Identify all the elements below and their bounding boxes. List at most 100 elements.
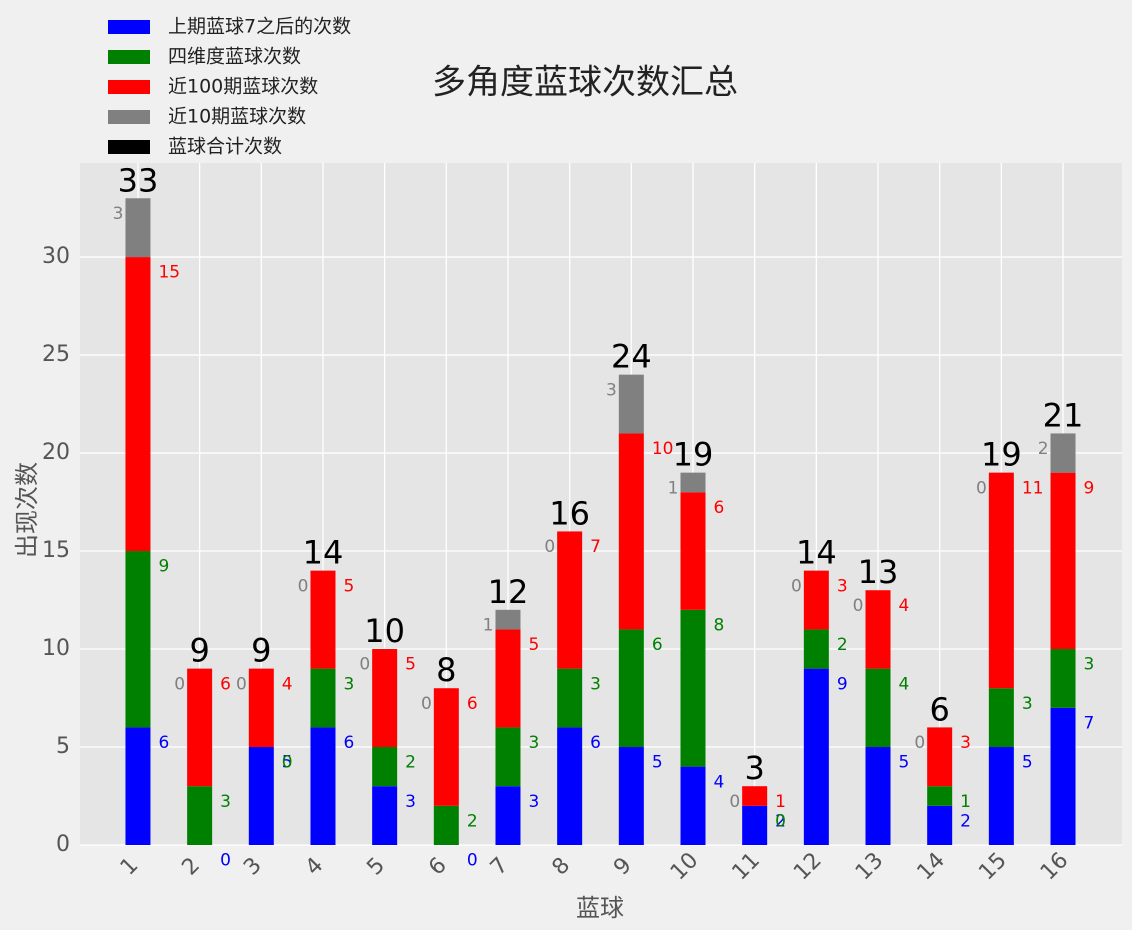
data-label: 0	[853, 596, 864, 616]
data-label: 5	[652, 753, 663, 773]
total-label: 19	[673, 436, 714, 474]
total-label: 13	[858, 553, 899, 591]
bar-segment	[495, 727, 521, 787]
y-axis-label: 出现次数	[13, 462, 41, 558]
y-tick-label: 10	[42, 636, 70, 661]
data-label: 15	[158, 263, 180, 283]
legend-label: 近100期蓝球次数	[168, 76, 318, 98]
bar-segment	[865, 668, 891, 748]
legend-swatch	[108, 50, 150, 64]
bar-segment	[927, 786, 953, 806]
data-label: 0	[791, 576, 802, 596]
data-label: 3	[220, 792, 231, 812]
total-label: 12	[488, 573, 529, 611]
bar-segment	[988, 688, 1014, 748]
bar-segment	[495, 609, 521, 630]
legend-swatch	[108, 110, 150, 124]
total-label: 14	[796, 534, 837, 572]
data-label: 6	[158, 733, 169, 753]
bar-segment	[372, 786, 398, 845]
data-label: 3	[1022, 694, 1033, 714]
data-label: 8	[713, 616, 724, 636]
total-label: 16	[549, 494, 590, 532]
total-label: 24	[611, 338, 652, 376]
bar-segment	[187, 786, 213, 845]
data-label: 0	[359, 655, 370, 675]
data-label: 0	[976, 478, 987, 498]
bar-segment	[125, 257, 151, 552]
bar-segment	[248, 747, 274, 845]
bar-segment	[618, 629, 644, 748]
bar-segment	[803, 668, 829, 845]
data-label: 4	[282, 674, 293, 694]
data-label: 4	[713, 772, 724, 792]
data-label: 3	[528, 733, 539, 753]
data-label: 4	[899, 674, 910, 694]
data-label: 1	[775, 792, 786, 812]
bar-segment	[927, 727, 953, 787]
data-label: 0	[914, 733, 925, 753]
legend-label: 四维度蓝球次数	[168, 46, 301, 68]
data-label: 7	[590, 537, 601, 557]
bar-segment	[433, 688, 459, 806]
bar-segment	[680, 472, 706, 493]
bar-segment	[310, 668, 336, 728]
data-label: 2	[1038, 439, 1049, 459]
bar-segment	[803, 570, 829, 630]
total-label: 9	[251, 632, 271, 670]
legend-label: 近10期蓝球次数	[168, 106, 306, 128]
legend-swatch	[108, 20, 150, 34]
data-label: 6	[343, 733, 354, 753]
y-tick-label: 5	[56, 734, 70, 759]
data-label: 3	[837, 576, 848, 596]
data-label: 2	[960, 811, 971, 831]
data-label: 0	[421, 694, 432, 714]
bar-segment	[495, 629, 521, 728]
data-label: 0	[467, 851, 478, 871]
data-label: 9	[1084, 478, 1095, 498]
bar-segment	[680, 492, 706, 610]
bar-segment	[618, 433, 644, 630]
bar-segment	[372, 649, 398, 748]
data-label: 5	[282, 753, 293, 773]
bar-segment	[865, 590, 891, 669]
bar-segment	[1050, 472, 1076, 650]
bar-segment	[310, 570, 336, 669]
bar-segment	[618, 374, 644, 434]
total-label: 33	[118, 161, 159, 199]
legend-label: 上期蓝球7之后的次数	[168, 16, 351, 38]
data-label: 10	[652, 439, 674, 459]
data-label: 2	[405, 753, 416, 773]
data-label: 0	[174, 674, 185, 694]
data-label: 5	[405, 655, 416, 675]
legend-swatch	[108, 80, 150, 94]
bar-segment	[1050, 649, 1076, 708]
bar-segment	[125, 551, 151, 728]
total-label: 6	[930, 690, 950, 728]
data-label: 2	[775, 811, 786, 831]
bar-segment	[742, 805, 768, 845]
bar-segment	[618, 747, 644, 845]
total-label: 21	[1043, 396, 1084, 434]
y-tick-label: 15	[42, 538, 70, 563]
bar-segment	[187, 668, 213, 787]
data-label: 3	[113, 204, 124, 224]
bar-segment	[372, 747, 398, 787]
bar-segment	[557, 531, 583, 669]
data-label: 0	[775, 811, 786, 831]
total-label: 10	[364, 612, 405, 650]
bar-segment	[125, 198, 151, 258]
bar-segment	[433, 805, 459, 845]
y-tick-label: 25	[42, 342, 70, 367]
bar-segment	[495, 786, 521, 845]
data-label: 2	[467, 811, 478, 831]
y-tick-label: 0	[56, 832, 70, 857]
data-label: 0	[544, 537, 555, 557]
data-label: 0	[236, 674, 247, 694]
data-label: 4	[899, 596, 910, 616]
data-label: 6	[590, 733, 601, 753]
data-label: 9	[837, 674, 848, 694]
bar-segment	[680, 609, 706, 767]
